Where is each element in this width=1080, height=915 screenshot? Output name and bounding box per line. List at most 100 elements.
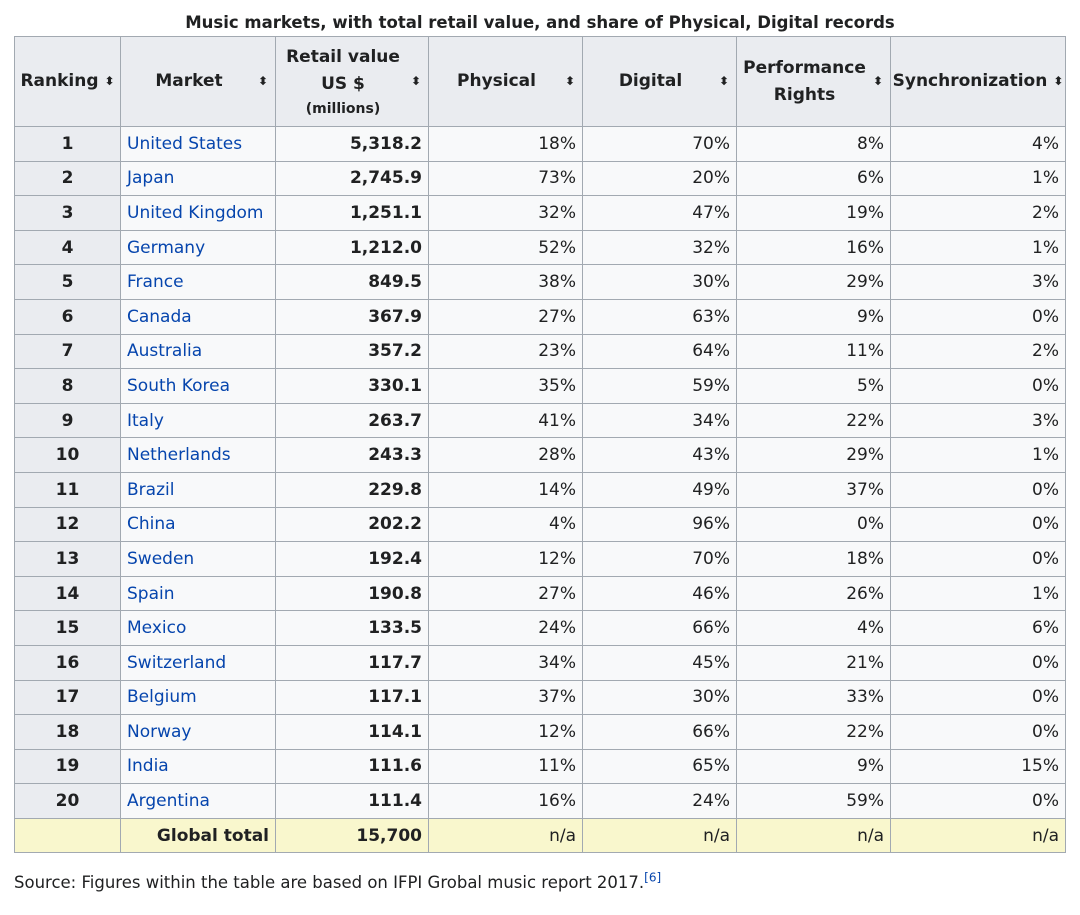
physical-share-cell: 52% <box>428 229 583 266</box>
reference-link[interactable]: [6] <box>644 870 662 885</box>
rank-cell: 15 <box>14 610 121 646</box>
market-link[interactable]: Spain <box>127 583 175 604</box>
sort-updown-icon[interactable]: ⬍ <box>410 74 422 88</box>
physical-share-cell: 12% <box>428 541 583 577</box>
market-link[interactable]: Japan <box>127 168 175 189</box>
table-row: 16 Switzerland 117.7 34% 45% 21% 0% <box>14 644 1066 681</box>
market-link[interactable]: Brazil <box>127 479 175 500</box>
performance-rights-share-cell: 29% <box>736 437 891 473</box>
performance-label-line2: Rights <box>773 84 836 105</box>
physical-share-cell: 27% <box>428 298 583 335</box>
sort-updown-icon[interactable]: ⬍ <box>872 74 884 88</box>
digital-share-cell: 20% <box>582 160 737 197</box>
retail-value-cell: 357.2 <box>275 333 429 370</box>
market-link[interactable]: Germany <box>127 237 206 258</box>
table-row: 8 South Korea 330.1 35% 59% 5% 0% <box>14 368 1066 404</box>
rank-cell: 8 <box>14 368 121 404</box>
performance-rights-share-cell: 29% <box>736 264 891 300</box>
rank-cell: 4 <box>14 229 121 266</box>
market-link[interactable]: Canada <box>127 306 192 327</box>
market-link[interactable]: Argentina <box>127 791 210 812</box>
column-header-performance-rights[interactable]: Performance Rights ⬍ <box>736 36 891 127</box>
sort-updown-icon[interactable]: ⬍ <box>718 74 730 88</box>
sort-updown-icon[interactable]: ⬍ <box>1053 74 1064 88</box>
market-link[interactable]: Norway <box>127 721 192 742</box>
performance-rights-share-cell: 59% <box>736 783 891 819</box>
header-row: Ranking ⬍ Market ⬍ Retail value US $ (mi… <box>14 36 1066 127</box>
performance-rights-share-cell: 8% <box>736 126 891 162</box>
column-label-retail-value: Retail value US $ (millions) <box>282 44 404 120</box>
retail-value-cell: 202.2 <box>275 506 429 543</box>
market-link[interactable]: Australia <box>127 341 203 362</box>
performance-rights-share-cell: 21% <box>736 644 891 681</box>
table-row: 5 France 849.5 38% 30% 29% 3% <box>14 264 1066 300</box>
column-header-synchronization[interactable]: Synchronization ⬍ <box>890 36 1066 127</box>
table-row: 11 Brazil 229.8 14% 49% 37% 0% <box>14 471 1066 508</box>
digital-share-cell: 43% <box>582 437 737 473</box>
market-cell: Norway <box>120 714 276 750</box>
market-cell: Australia <box>120 333 276 370</box>
market-link[interactable]: France <box>127 272 184 293</box>
sort-updown-icon[interactable]: ⬍ <box>564 74 576 88</box>
synchronization-share-cell: 2% <box>890 333 1066 370</box>
performance-rights-share-cell: 9% <box>736 298 891 335</box>
retail-value-cell: 263.7 <box>275 402 429 439</box>
rank-cell: 6 <box>14 298 121 335</box>
retail-label-line1: Retail value <box>286 46 400 67</box>
digital-share-cell: 49% <box>582 471 737 508</box>
performance-rights-share-cell: 33% <box>736 679 891 716</box>
total-synchronization: n/a <box>890 817 1066 854</box>
synchronization-share-cell: 0% <box>890 644 1066 681</box>
retail-value-cell: 117.1 <box>275 679 429 716</box>
column-header-retail-value[interactable]: Retail value US $ (millions) ⬍ <box>275 36 429 127</box>
market-cell: China <box>120 506 276 543</box>
retail-units: (millions) <box>305 100 381 117</box>
market-link[interactable]: Belgium <box>127 687 197 708</box>
market-cell: United Kingdom <box>120 195 276 231</box>
rank-cell: 16 <box>14 644 121 681</box>
digital-share-cell: 66% <box>582 610 737 646</box>
sort-updown-icon[interactable]: ⬍ <box>104 74 115 88</box>
table-row: 7 Australia 357.2 23% 64% 11% 2% <box>14 333 1066 370</box>
market-link[interactable]: Italy <box>127 410 164 431</box>
total-rank-cell <box>14 817 121 854</box>
table-row: 13 Sweden 192.4 12% 70% 18% 0% <box>14 541 1066 577</box>
synchronization-share-cell: 0% <box>890 368 1066 404</box>
digital-share-cell: 45% <box>582 644 737 681</box>
market-link[interactable]: India <box>127 756 169 777</box>
column-header-ranking[interactable]: Ranking ⬍ <box>14 36 121 127</box>
market-link[interactable]: Switzerland <box>127 652 227 673</box>
sort-updown-icon[interactable]: ⬍ <box>257 74 269 88</box>
market-link[interactable]: Netherlands <box>127 445 231 466</box>
table-row: 20 Argentina 111.4 16% 24% 59% 0% <box>14 783 1066 819</box>
retail-value-cell: 192.4 <box>275 541 429 577</box>
table-row: 12 China 202.2 4% 96% 0% 0% <box>14 506 1066 543</box>
total-digital: n/a <box>582 817 737 854</box>
column-header-market[interactable]: Market ⬍ <box>120 36 276 127</box>
digital-share-cell: 66% <box>582 714 737 750</box>
market-cell: Italy <box>120 402 276 439</box>
market-cell: Canada <box>120 298 276 335</box>
performance-rights-share-cell: 6% <box>736 160 891 197</box>
column-label-digital: Digital <box>618 71 683 91</box>
market-link[interactable]: Sweden <box>127 548 195 569</box>
physical-share-cell: 18% <box>428 126 583 162</box>
digital-share-cell: 59% <box>582 368 737 404</box>
market-cell: Germany <box>120 229 276 266</box>
column-header-digital[interactable]: Digital ⬍ <box>582 36 737 127</box>
digital-share-cell: 30% <box>582 264 737 300</box>
total-performance-rights: n/a <box>736 817 891 854</box>
synchronization-share-cell: 0% <box>890 679 1066 716</box>
column-header-physical[interactable]: Physical ⬍ <box>428 36 583 127</box>
physical-share-cell: 24% <box>428 610 583 646</box>
market-link[interactable]: United Kingdom <box>127 202 264 223</box>
market-link[interactable]: China <box>127 514 176 535</box>
rank-cell: 12 <box>14 506 121 543</box>
retail-label-line2: US $ <box>321 73 365 94</box>
market-link[interactable]: South Korea <box>127 375 231 396</box>
performance-rights-share-cell: 0% <box>736 506 891 543</box>
market-link[interactable]: Mexico <box>127 618 187 639</box>
market-link[interactable]: United States <box>127 133 243 154</box>
digital-share-cell: 65% <box>582 748 737 785</box>
synchronization-share-cell: 1% <box>890 437 1066 473</box>
